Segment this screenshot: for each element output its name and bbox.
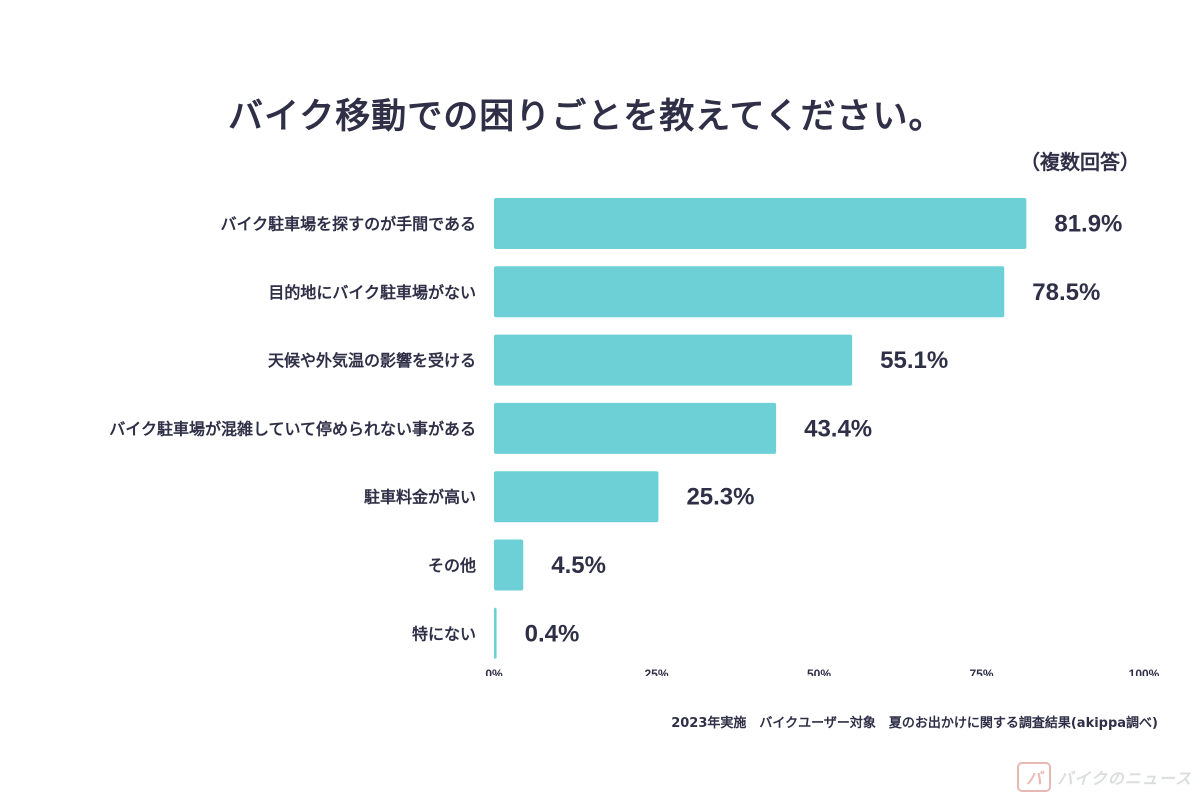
x-tick-label-0: 0% xyxy=(485,667,503,681)
x-tick-label-2: 50% xyxy=(807,667,831,681)
logo-text: バイクのニュース xyxy=(1057,769,1192,788)
x-axis-ticks: 0% 25% 50% 75% 100% xyxy=(485,667,1160,681)
category-label-0: バイク駐車場を探すのが手間である xyxy=(220,215,476,234)
x-tick-label-3: 75% xyxy=(969,667,993,681)
value-label-4: 25.3% xyxy=(686,484,754,511)
chart-subtitle: （複数回答） xyxy=(1020,150,1140,174)
bike-logo-icon: バ xyxy=(1017,762,1052,792)
bar-5 xyxy=(494,539,524,591)
value-label-6: 0.4% xyxy=(525,620,580,647)
bar-0 xyxy=(494,198,1027,249)
x-tick-label-1: 25% xyxy=(644,667,668,681)
chart-title: バイク移動での困りごとを教えてください。 xyxy=(228,97,945,137)
bar-1 xyxy=(494,266,1005,318)
category-label-3: バイク駐車場が混雑していて停められない事がある xyxy=(109,419,476,438)
category-label-1: 目的地にバイク駐車場がない xyxy=(268,283,476,302)
bar-4 xyxy=(494,471,659,523)
value-label-0: 81.9% xyxy=(1054,211,1122,238)
value-label-1: 78.5% xyxy=(1032,279,1100,306)
value-label-3: 43.4% xyxy=(804,415,872,442)
category-label-4: 駐車料金が高い xyxy=(364,488,476,507)
bar-3 xyxy=(494,402,777,454)
source-note: 2023年実施 バイクユーザー対象 夏のお出かけに関する調査結果(akippa調… xyxy=(671,716,1158,731)
category-label-6: 特にない xyxy=(412,624,476,643)
bar-6 xyxy=(494,607,497,659)
x-tick-label-4: 100% xyxy=(1129,667,1160,681)
value-label-2: 55.1% xyxy=(880,347,948,374)
watermark-logo: バ バイクのニュース xyxy=(1017,762,1192,792)
bar-2 xyxy=(494,334,853,386)
value-label-5: 4.5% xyxy=(551,552,606,579)
category-label-2: 天候や外気温の影響を受ける xyxy=(268,351,476,370)
category-label-5: その他 xyxy=(428,556,476,575)
